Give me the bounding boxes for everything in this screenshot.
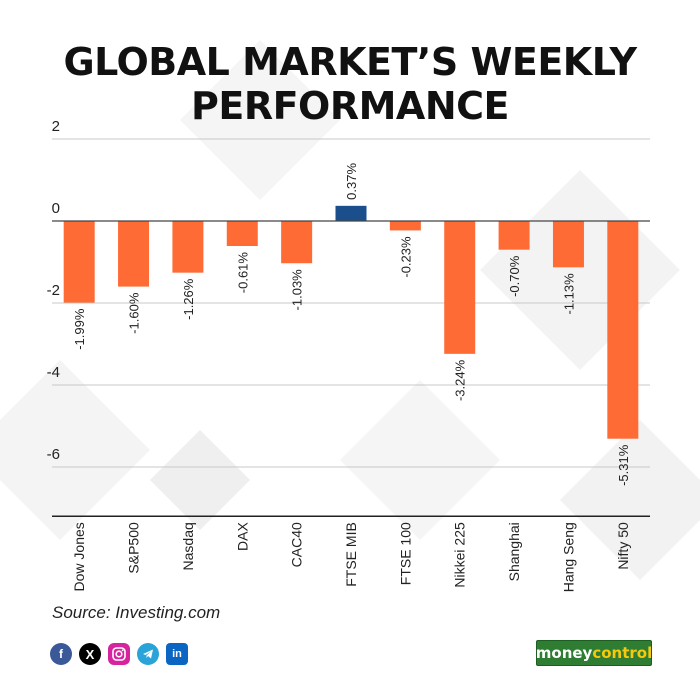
x-tick-label: Nifty 50 — [615, 522, 631, 570]
title-line-2: PERFORMANCE — [191, 84, 509, 128]
x-tick-label: Shanghai — [506, 522, 522, 581]
x-icon[interactable]: X — [79, 643, 101, 665]
data-label: -0.61% — [235, 252, 250, 294]
data-label: -0.70% — [507, 255, 522, 297]
brand-prefix: money — [535, 644, 593, 662]
y-tick-label: -6 — [47, 446, 60, 463]
bar — [63, 221, 95, 303]
bar — [281, 221, 313, 264]
x-tick-label: CAC40 — [289, 522, 305, 567]
data-label: 0.37% — [344, 163, 359, 200]
data-label: -5.31% — [616, 444, 631, 486]
x-tick-label: Dow Jones — [71, 522, 87, 591]
data-label: -1.60% — [127, 292, 142, 334]
bar — [607, 221, 639, 439]
brand-suffix: control — [592, 644, 653, 662]
bar — [335, 205, 367, 221]
x-tick-label: Hang Seng — [560, 522, 576, 592]
bar — [552, 221, 584, 268]
bar — [389, 221, 421, 231]
moneycontrol-logo: money control — [536, 640, 652, 666]
x-tick-label: Nikkei 225 — [452, 522, 468, 588]
telegram-icon[interactable] — [137, 643, 159, 665]
source-note: Source: Investing.com — [52, 603, 221, 622]
data-label: -0.23% — [398, 236, 413, 278]
linkedin-icon[interactable]: in — [166, 643, 188, 665]
instagram-icon[interactable] — [108, 643, 130, 665]
y-tick-label: 0 — [52, 200, 60, 217]
y-tick-label: -2 — [47, 282, 60, 299]
y-tick-label: 2 — [52, 118, 60, 135]
chart-title: GLOBAL MARKET’S WEEKLY PERFORMANCE — [0, 40, 700, 128]
bar — [172, 221, 204, 273]
data-label: -3.24% — [453, 359, 468, 401]
x-tick-label: FTSE 100 — [397, 522, 413, 585]
title-line-1: GLOBAL MARKET’S WEEKLY — [63, 40, 637, 84]
y-tick-label: -4 — [47, 364, 60, 381]
bar — [118, 221, 150, 287]
x-tick-label: FTSE MIB — [343, 522, 359, 587]
bar — [226, 221, 258, 247]
data-label: -1.03% — [290, 269, 305, 311]
data-label: -1.99% — [72, 308, 87, 350]
x-tick-label: Nasdaq — [180, 522, 196, 570]
facebook-icon[interactable]: f — [50, 643, 72, 665]
bar — [498, 221, 530, 250]
data-label: -1.13% — [561, 273, 576, 315]
data-label: -1.26% — [181, 278, 196, 320]
x-tick-label: DAX — [234, 522, 250, 551]
x-tick-label: S&P500 — [126, 522, 142, 574]
bar — [444, 221, 476, 354]
